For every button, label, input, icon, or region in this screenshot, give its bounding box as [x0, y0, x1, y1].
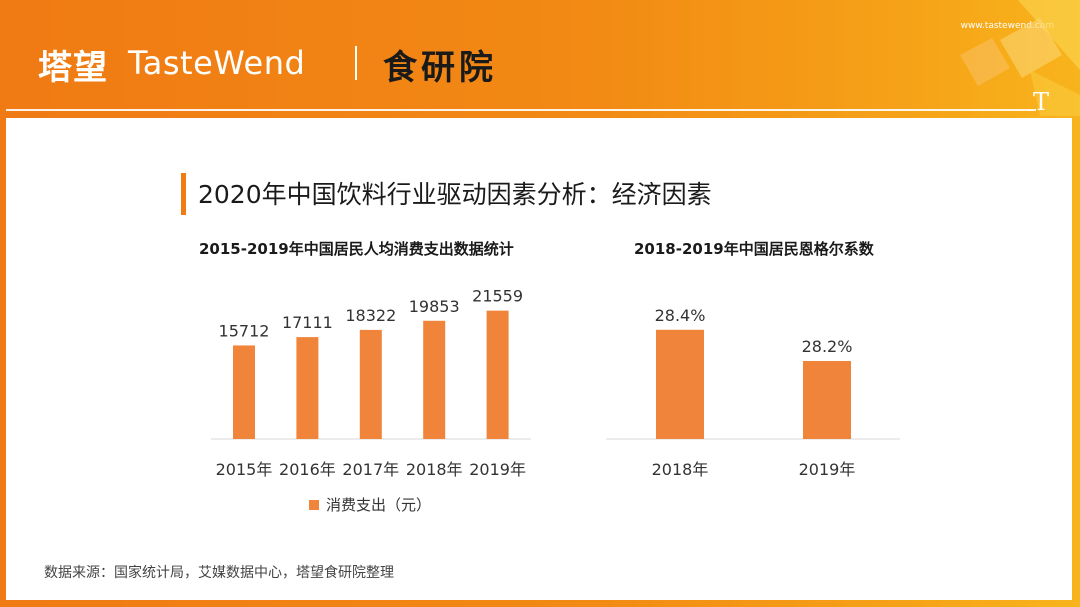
page-title: 2020年中国饮料行业驱动因素分析：经济因素 [198, 180, 712, 209]
bar-2 [296, 337, 319, 439]
brand-divider [355, 46, 357, 80]
data-label-2: 17111 [282, 313, 333, 332]
logo-mark: T [1033, 88, 1050, 116]
header-rule [6, 109, 1036, 111]
header: 塔望 TasteWend 食研院 www.tastewend.com T [0, 0, 1080, 116]
x-tick-label-2: 2019年 [799, 460, 856, 479]
x-tick-label-1: 2015年 [216, 460, 273, 479]
bar-4 [423, 320, 446, 439]
legend: 消费支出（元） [309, 494, 431, 515]
decorative-shapes-icon [960, 0, 1080, 116]
data-label-4: 19853 [409, 297, 460, 316]
brand-name-cn: 塔望 [38, 48, 108, 88]
x-tick-label-2: 2016年 [279, 460, 336, 479]
brand-subtitle: 食研院 [383, 48, 497, 88]
x-tick-label-4: 2018年 [406, 460, 463, 479]
data-label-5: 21559 [472, 287, 523, 306]
title-accent-bar [181, 173, 186, 215]
data-label-2: 28.2% [802, 337, 853, 356]
bar-2 [803, 361, 851, 439]
legend-swatch [309, 499, 319, 510]
brand-name-en: TasteWend [128, 44, 306, 82]
bar-1 [656, 329, 704, 439]
x-tick-label-1: 2018年 [652, 460, 709, 479]
bar-3 [359, 329, 382, 439]
chart-title-consumption: 2015-2019年中国居民人均消费支出数据统计 [199, 240, 514, 258]
site-url: www.tastewend.com [960, 21, 1054, 31]
x-tick-label-5: 2019年 [469, 460, 526, 479]
data-source-note: 数据来源：国家统计局，艾媒数据中心，塔望食研院整理 [44, 565, 394, 581]
bar-1 [233, 345, 255, 439]
data-label-3: 18322 [345, 306, 396, 325]
x-tick-label-3: 2017年 [342, 460, 399, 479]
legend-label: 消费支出（元） [326, 496, 432, 514]
chart-title-engel: 2018-2019年中国居民恩格尔系数 [634, 240, 874, 258]
data-label-1: 28.4% [655, 306, 706, 325]
data-label-1: 15712 [219, 321, 270, 340]
bar-5 [486, 310, 509, 439]
